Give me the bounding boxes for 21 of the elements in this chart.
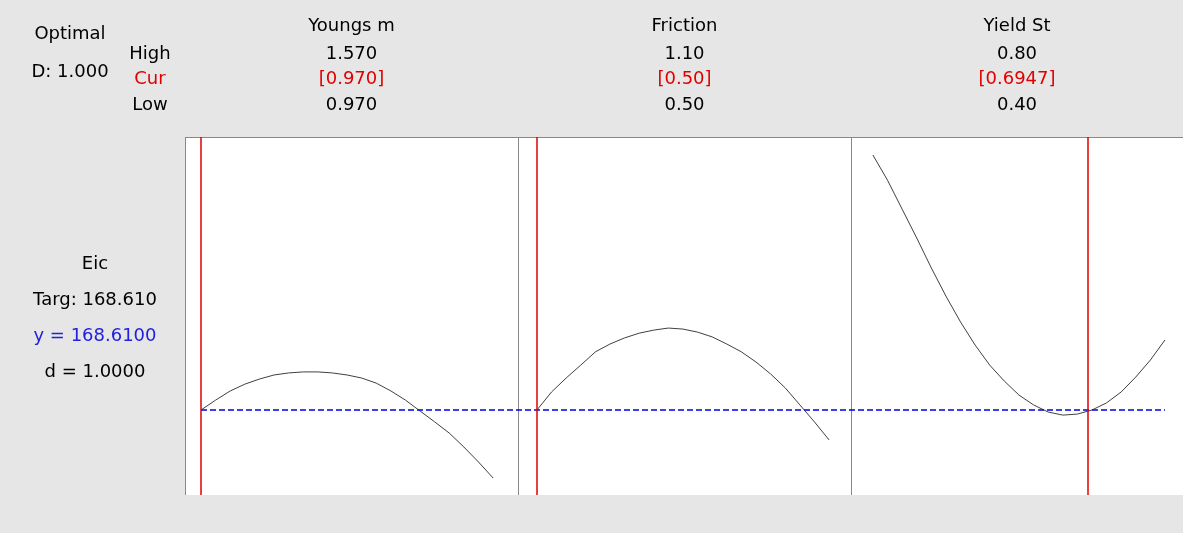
text: [0.6947] [977,67,1057,88]
text: [0.970] [317,67,386,88]
text: High [129,42,171,63]
text: Eic [80,252,110,273]
text: 0.970 [324,93,379,114]
text: y = 168.6100 [32,324,158,345]
text: Youngs m [307,14,396,35]
text: D: 1.000 [31,60,109,81]
text: Targ: 168.610 [32,288,158,309]
text: 0.50 [663,93,706,114]
text: 0.80 [995,42,1039,63]
text: Yield St [982,14,1052,35]
text: [0.50] [656,67,713,88]
text: Low [131,93,169,114]
text: d = 1.0000 [43,360,147,381]
text: Cur [134,67,166,88]
text: Friction [650,14,719,35]
text: 1.570 [324,42,379,63]
text: 0.40 [995,93,1039,114]
text: 1.10 [663,42,706,63]
text: Optimal [33,22,107,43]
